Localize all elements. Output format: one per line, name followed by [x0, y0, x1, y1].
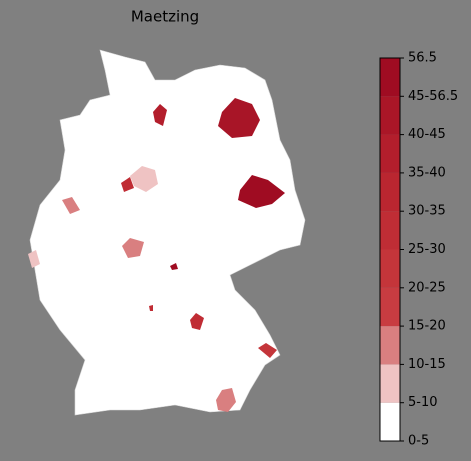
colorbar-label: 0-5 [408, 434, 429, 449]
region [122, 238, 144, 258]
region [28, 250, 40, 268]
colorbar-segment [380, 172, 400, 212]
colorbar-segment [380, 134, 400, 173]
colorbar-label: 40-45 [408, 127, 446, 142]
germany-map [28, 49, 306, 416]
region [130, 166, 158, 192]
colorbar-segment [380, 58, 400, 97]
map-title: Maetzing [131, 8, 199, 26]
region [153, 104, 167, 126]
colorbar-segment [380, 211, 400, 250]
region [238, 175, 285, 208]
colorbar-segment [380, 249, 400, 288]
colorbar: 0-5 5-10 10-15 15-20 20-25 25-30 30-35 35-40 40-… [379, 51, 458, 449]
colorbar-segment [380, 402, 400, 441]
region [170, 263, 178, 270]
region [149, 305, 153, 311]
colorbar-label: 15-20 [408, 319, 446, 334]
colorbar-label: 45-56.5 [408, 89, 458, 104]
colorbar-segment [380, 364, 400, 403]
colorbar-label: 25-30 [408, 242, 446, 257]
colorbar-label: 10-15 [408, 357, 446, 372]
colorbar-segment [380, 287, 400, 327]
country-shape [29, 49, 306, 416]
colorbar-label: 56.5 [408, 51, 437, 66]
region [218, 98, 260, 138]
region [216, 388, 236, 412]
colorbar-label: 20-25 [408, 280, 446, 295]
region [121, 177, 134, 192]
colorbar-label: 5-10 [408, 395, 438, 410]
colorbar-segment [380, 326, 400, 365]
region [190, 313, 204, 330]
colorbar-label: 30-35 [408, 204, 446, 219]
region [258, 343, 277, 358]
region [62, 197, 80, 214]
colorbar-label: 35-40 [408, 165, 446, 180]
colorbar-segment [380, 96, 400, 135]
